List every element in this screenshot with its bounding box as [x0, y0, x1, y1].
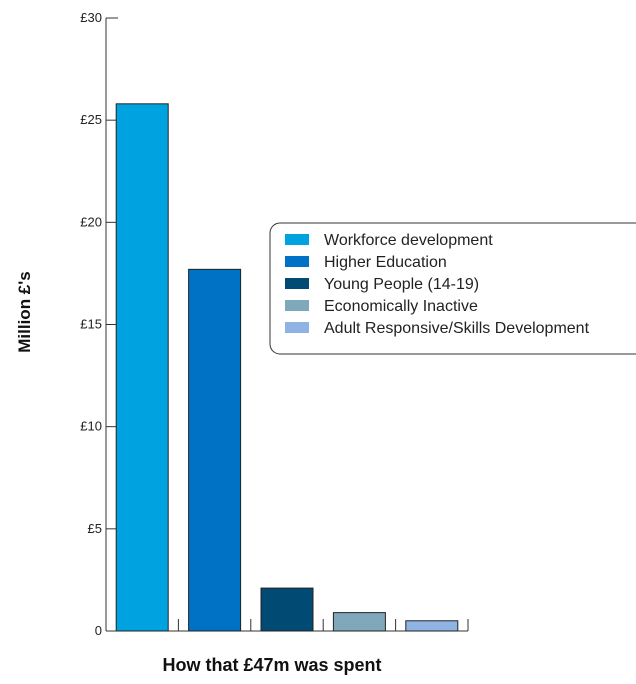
bar-1 — [115, 103, 169, 632]
legend-label-5: Adult Responsive/Skills Development — [324, 320, 590, 337]
x-axis-label: How that £47m was spent — [162, 655, 381, 675]
y-axis-label: Million £'s — [15, 271, 34, 353]
y-tick-label: £20 — [80, 214, 102, 229]
legend-label-4: Economically Inactive — [324, 298, 478, 315]
legend-items: Workforce development Higher Education You… — [285, 232, 590, 337]
y-tick-label: £5 — [88, 521, 102, 536]
legend-swatch-5 — [285, 322, 309, 333]
bar-4 — [332, 612, 386, 632]
legend-swatch-1 — [285, 234, 309, 245]
y-tick-label: £10 — [80, 419, 102, 434]
y-tick-label: £30 — [80, 10, 102, 25]
legend-label-3: Young People (14-19) — [324, 276, 479, 293]
legend-swatch-2 — [285, 256, 309, 267]
legend-box — [269, 222, 636, 355]
y-ticks: 0 £5 £10 £15 £20 £25 £30 — [80, 10, 118, 638]
legend-label-1: Workforce development — [324, 232, 493, 249]
bars — [115, 103, 459, 632]
y-tick-label: £25 — [80, 112, 102, 127]
legend-swatch-4 — [285, 300, 309, 311]
y-tick-label: £15 — [80, 317, 102, 332]
legend: Workforce development Higher Education You… — [269, 222, 636, 355]
legend-swatch-3 — [285, 278, 309, 289]
bar-3 — [260, 587, 314, 632]
bar-2 — [188, 268, 242, 632]
bar-5 — [405, 620, 459, 632]
y-tick-label: 0 — [95, 623, 102, 638]
x-ticks — [177, 619, 469, 631]
legend-label-2: Higher Education — [324, 254, 447, 271]
